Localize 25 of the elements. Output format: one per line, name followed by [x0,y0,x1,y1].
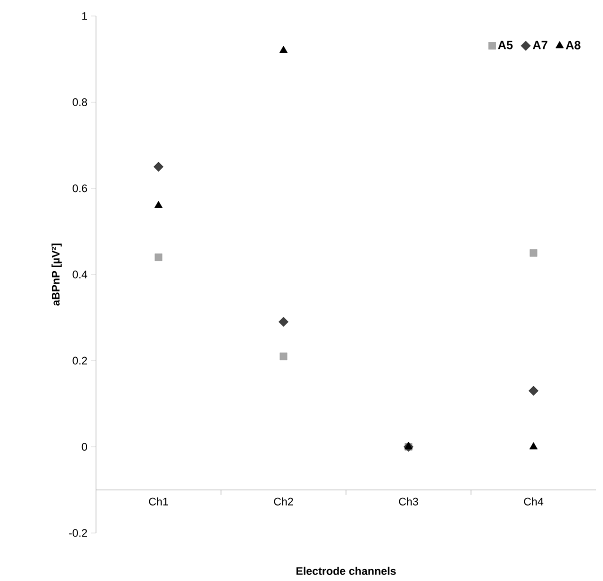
x-axis-title: Electrode channels [296,566,396,575]
x-tick-label: Ch1 [149,497,168,506]
point [529,442,538,450]
y-tick-label: -0.2 [69,529,87,537]
legend-label: A5 [498,40,513,50]
point [530,249,538,257]
point [154,200,163,208]
x-tick-label: Ch4 [524,497,544,506]
legend-label: A8 [566,40,580,50]
y-tick-label: 0.2 [72,356,87,365]
point [528,386,538,396]
y-tick-label: 1 [82,12,87,20]
point [280,352,288,360]
point [278,316,288,327]
point [154,162,164,172]
legend-label: A7 [532,40,548,50]
y-axis-title: aBPnP [µV²] [52,244,62,306]
y-tick-label: 0.6 [72,184,88,192]
y-tick-label: 0.8 [72,98,88,106]
point [279,46,288,53]
point [154,253,162,262]
x-tick-label: Ch2 [274,497,293,506]
x-tick-label: Ch3 [399,497,418,506]
y-tick-label: 0.4 [72,270,88,278]
y-tick-label: 0 [82,442,88,451]
